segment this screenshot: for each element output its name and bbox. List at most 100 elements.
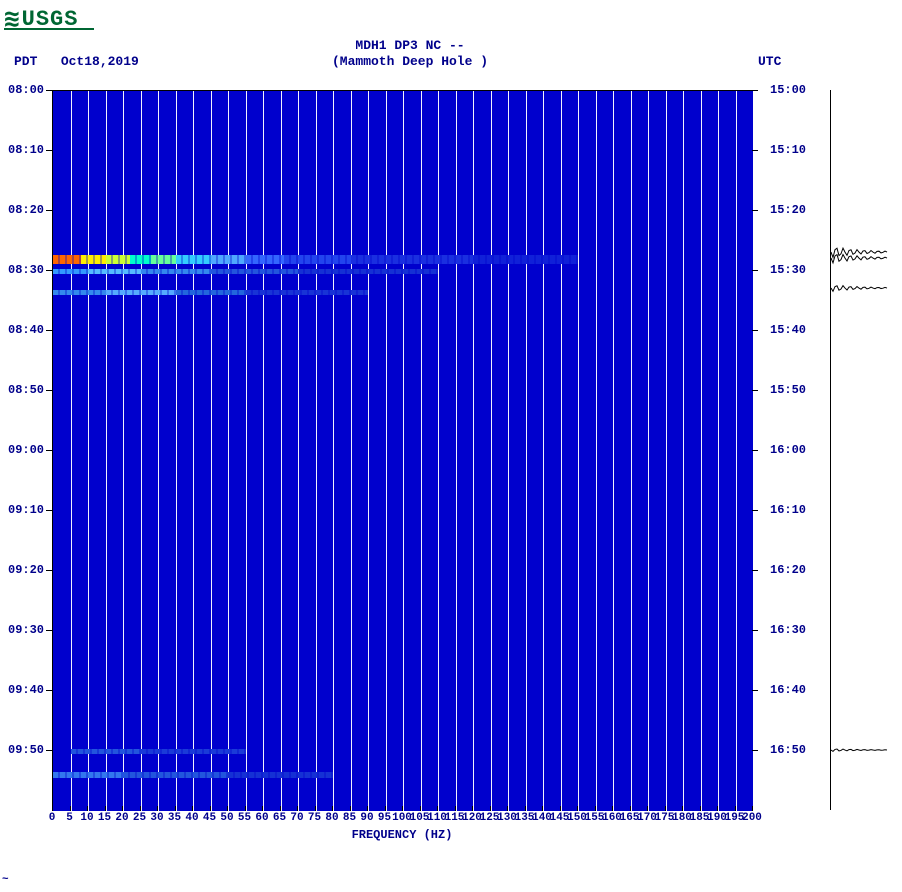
gridline bbox=[316, 91, 317, 811]
spectrogram-event bbox=[71, 749, 141, 754]
gridline bbox=[718, 91, 719, 811]
tick-mark bbox=[385, 806, 386, 811]
spectrogram-event bbox=[473, 255, 578, 264]
gridline bbox=[141, 91, 142, 811]
spectrogram-event bbox=[88, 269, 141, 274]
spectrogram-event bbox=[53, 255, 81, 264]
tick-mark bbox=[245, 806, 246, 811]
tick-mark bbox=[752, 150, 758, 151]
x-tick: 5 bbox=[66, 812, 73, 824]
y-tick-right: 16:30 bbox=[770, 623, 806, 637]
x-tick: 45 bbox=[203, 812, 216, 824]
x-tick: 30 bbox=[150, 812, 163, 824]
tick-mark bbox=[192, 806, 193, 811]
gridline bbox=[298, 91, 299, 811]
gridline bbox=[561, 91, 562, 811]
y-tick-right: 16:20 bbox=[770, 563, 806, 577]
y-tick-left: 09:00 bbox=[8, 443, 44, 457]
y-tick-right: 16:40 bbox=[770, 683, 806, 697]
title-line-1: MDH1 DP3 NC -- bbox=[0, 38, 820, 54]
tick-mark bbox=[157, 806, 158, 811]
spectrogram-event bbox=[246, 290, 369, 295]
spectrogram-event bbox=[106, 255, 131, 264]
spectrogram-event bbox=[211, 269, 299, 274]
tick-mark bbox=[367, 806, 368, 811]
gridline bbox=[263, 91, 264, 811]
tick-mark bbox=[752, 750, 758, 751]
y-tick-left: 09:50 bbox=[8, 743, 44, 757]
x-tick: 200 bbox=[742, 812, 762, 824]
spectrogram-event bbox=[351, 255, 474, 264]
gridline bbox=[193, 91, 194, 811]
x-tick: 20 bbox=[115, 812, 128, 824]
spectrogram-event bbox=[141, 749, 246, 754]
y-tick-right: 15:20 bbox=[770, 203, 806, 217]
date: Oct18,2019 bbox=[61, 54, 139, 69]
tick-mark bbox=[735, 806, 736, 811]
tick-mark bbox=[717, 806, 718, 811]
tick-mark bbox=[350, 806, 351, 811]
logo-underline bbox=[4, 28, 94, 30]
tick-mark bbox=[46, 330, 52, 331]
y-tick-right: 16:50 bbox=[770, 743, 806, 757]
tick-mark bbox=[577, 806, 578, 811]
header-left: PDT Oct18,2019 bbox=[14, 54, 139, 69]
y-tick-left: 08:30 bbox=[8, 263, 44, 277]
y-tick-left: 09:20 bbox=[8, 563, 44, 577]
spectrogram-event bbox=[298, 269, 438, 274]
tz-right: UTC bbox=[758, 54, 781, 69]
gridline bbox=[456, 91, 457, 811]
x-tick: 90 bbox=[360, 812, 373, 824]
spectrogram-event bbox=[228, 772, 333, 778]
gridline bbox=[176, 91, 177, 811]
tick-mark bbox=[87, 806, 88, 811]
tick-mark bbox=[46, 750, 52, 751]
tick-mark bbox=[490, 806, 491, 811]
gridline bbox=[351, 91, 352, 811]
tick-mark bbox=[46, 630, 52, 631]
spectrogram-event bbox=[81, 255, 106, 264]
x-tick: 70 bbox=[290, 812, 303, 824]
tick-mark bbox=[752, 630, 758, 631]
amplitude-trace bbox=[831, 281, 889, 295]
tick-mark bbox=[46, 270, 52, 271]
x-tick: 50 bbox=[220, 812, 233, 824]
gridline bbox=[71, 91, 72, 811]
tick-mark bbox=[140, 806, 141, 811]
tick-mark bbox=[46, 90, 52, 91]
spectrogram-event bbox=[53, 290, 106, 295]
gridline bbox=[106, 91, 107, 811]
tick-mark bbox=[752, 330, 758, 331]
y-tick-left: 08:40 bbox=[8, 323, 44, 337]
tick-mark bbox=[752, 510, 758, 511]
spectrogram-plot bbox=[52, 90, 753, 811]
y-tick-left: 09:30 bbox=[8, 623, 44, 637]
x-tick: 40 bbox=[185, 812, 198, 824]
tick-mark bbox=[525, 806, 526, 811]
tick-mark bbox=[105, 806, 106, 811]
gridline bbox=[386, 91, 387, 811]
corner-mark: ~ bbox=[2, 874, 9, 886]
tick-mark bbox=[752, 450, 758, 451]
x-tick: 10 bbox=[80, 812, 93, 824]
gridline bbox=[158, 91, 159, 811]
tick-mark bbox=[46, 390, 52, 391]
tick-mark bbox=[46, 690, 52, 691]
gridline bbox=[421, 91, 422, 811]
tick-mark bbox=[46, 450, 52, 451]
tick-mark bbox=[46, 150, 52, 151]
tick-mark bbox=[46, 570, 52, 571]
tick-mark bbox=[227, 806, 228, 811]
y-tick-right: 16:10 bbox=[770, 503, 806, 517]
x-axis-label: FREQUENCY (HZ) bbox=[52, 828, 752, 842]
tick-mark bbox=[46, 210, 52, 211]
x-tick: 60 bbox=[255, 812, 268, 824]
tick-mark bbox=[560, 806, 561, 811]
x-tick: 0 bbox=[49, 812, 56, 824]
tick-mark bbox=[542, 806, 543, 811]
y-tick-right: 15:30 bbox=[770, 263, 806, 277]
gridline bbox=[281, 91, 282, 811]
x-tick: 95 bbox=[378, 812, 391, 824]
tick-mark bbox=[70, 806, 71, 811]
gridline bbox=[403, 91, 404, 811]
